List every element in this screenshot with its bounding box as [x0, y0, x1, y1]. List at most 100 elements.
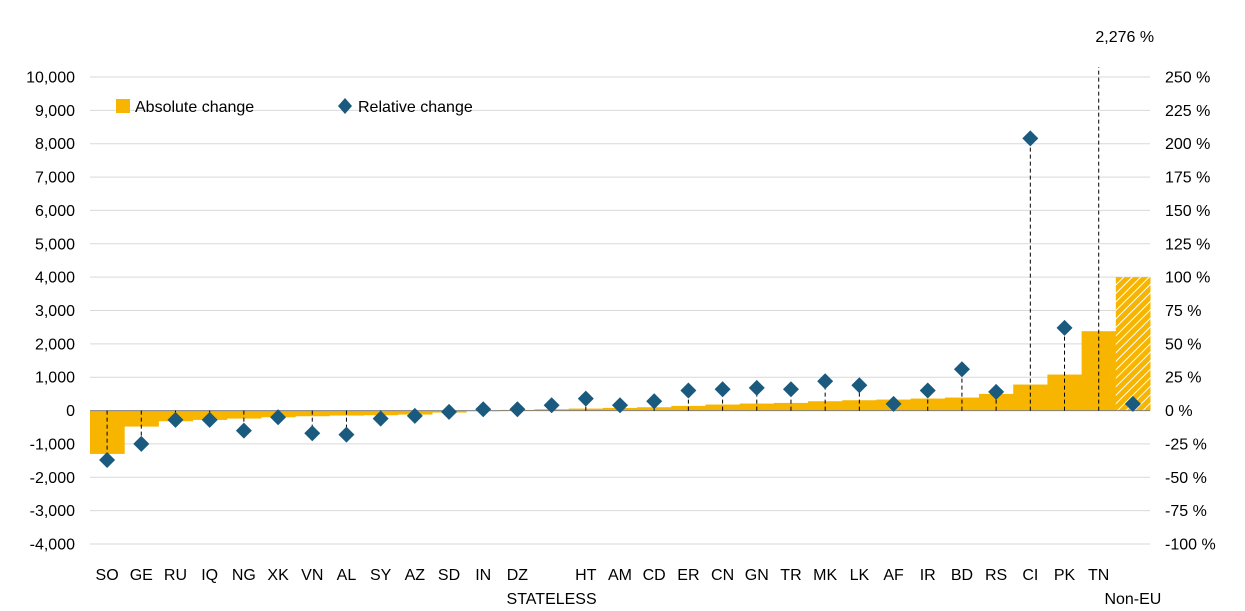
left-tick-label: 6,000	[35, 203, 75, 220]
left-tick-label: 7,000	[35, 170, 75, 187]
x-tick-label: SD	[438, 567, 460, 584]
marker-lk	[851, 377, 868, 394]
right-tick-label: 225 %	[1165, 103, 1210, 120]
bar-tn	[1081, 331, 1117, 411]
x-tick-label: RS	[985, 567, 1007, 584]
left-tick-label: 5,000	[35, 236, 75, 253]
x-tick-label: MK	[813, 567, 837, 584]
x-tick-label: VN	[301, 567, 323, 584]
left-tick-label: 8,000	[35, 136, 75, 153]
left-tick-label: -2,000	[30, 470, 75, 487]
marker-in	[475, 401, 492, 418]
x-tick-label: GE	[130, 567, 153, 584]
right-tick-label: 175 %	[1165, 170, 1210, 187]
left-tick-label: 1,000	[35, 370, 75, 387]
bar-series	[90, 277, 1151, 454]
annotation-label: 2,276 %	[1095, 29, 1154, 46]
x-tick-label: IQ	[201, 567, 218, 584]
x-tick-label: GN	[745, 567, 769, 584]
x-tick-label: SY	[370, 567, 392, 584]
right-tick-label: 100 %	[1165, 270, 1210, 287]
right-tick-label: 25 %	[1165, 370, 1201, 387]
x-tick-label: SO	[96, 567, 119, 584]
x-tick-label: IR	[920, 567, 936, 584]
x-tick-label: TR	[780, 567, 801, 584]
marker-dz	[509, 401, 526, 418]
marker-pk	[1056, 319, 1073, 336]
right-tick-label: -50 %	[1165, 470, 1207, 487]
marker-sy	[372, 410, 389, 427]
right-tick-label: -25 %	[1165, 436, 1207, 453]
left-tick-label: 3,000	[35, 303, 75, 320]
legend-marker-relative	[338, 98, 352, 114]
marker-ir	[919, 382, 936, 399]
marker-rs	[988, 383, 1005, 400]
left-axis-ticks: -4,000 -3,000 -2,000 -1,000 0 1,000 2,000 3,000…	[26, 70, 75, 554]
x-tick-label: AZ	[405, 567, 426, 584]
x-tick-label: LK	[850, 567, 870, 584]
marker-al	[338, 426, 355, 443]
bar-ir	[910, 398, 946, 411]
x-tick-label: AM	[608, 567, 632, 584]
x-tick-label: XK	[267, 567, 289, 584]
gridlines	[90, 76, 1150, 545]
legend: Absolute change Relative change	[116, 98, 473, 116]
left-tick-label: 9,000	[35, 103, 75, 120]
x-tick-label: IN	[475, 567, 491, 584]
x-tick-label: BD	[951, 567, 973, 584]
marker-so	[99, 451, 116, 468]
x-tick-label: RU	[164, 567, 187, 584]
marker-iq	[201, 411, 218, 428]
marker-ru	[167, 411, 184, 428]
marker-non-eu	[1124, 395, 1141, 412]
left-tick-label: 2,000	[35, 336, 75, 353]
legend-label-relative: Relative change	[358, 99, 473, 116]
x-tick-label: PK	[1054, 567, 1076, 584]
left-tick-label: 0	[66, 403, 75, 420]
right-axis-ticks: -100 % -75 % -50 % -25 % 0 % 25 % 50 % 75 % 100 …	[1165, 70, 1216, 554]
marker-stateless	[543, 397, 560, 414]
marker-ng	[235, 422, 252, 439]
x-tick-label: NG	[232, 567, 256, 584]
left-tick-label: -3,000	[30, 503, 75, 520]
x-tick-label: CI	[1022, 567, 1038, 584]
marker-cn	[714, 381, 731, 398]
right-tick-label: 125 %	[1165, 236, 1210, 253]
right-tick-label: 150 %	[1165, 203, 1210, 220]
marker-bd	[953, 361, 970, 378]
marker-xk	[270, 409, 287, 426]
left-tick-label: -1,000	[30, 436, 75, 453]
bar-bd	[944, 397, 980, 411]
bar-non-eu	[1115, 277, 1151, 411]
x-tick-label: DZ	[507, 567, 529, 584]
x-tick-label: STATELESS	[507, 591, 597, 608]
x-tick-label: AL	[337, 567, 357, 584]
left-tick-label: 10,000	[26, 70, 75, 87]
x-tick-label: CD	[643, 567, 666, 584]
x-tick-label: ER	[677, 567, 699, 584]
right-tick-label: 0 %	[1165, 403, 1193, 420]
bar-ng	[226, 410, 262, 419]
marker-vn	[304, 425, 321, 442]
marker-er	[680, 382, 697, 399]
marker-series	[99, 130, 1141, 468]
legend-label-absolute: Absolute change	[135, 99, 254, 116]
right-tick-label: -100 %	[1165, 537, 1216, 554]
x-tick-label: TN	[1088, 567, 1109, 584]
annotations: 2,276 %	[1095, 29, 1154, 46]
marker-ge	[133, 435, 150, 452]
right-tick-label: 50 %	[1165, 336, 1201, 353]
x-axis-labels: SO GE RU IQ NG XK VN AL SY AZ SD IN DZ STATELESS HT AM C…	[96, 567, 1162, 608]
right-tick-label: 200 %	[1165, 136, 1210, 153]
marker-gn	[748, 379, 765, 396]
marker-ci	[1022, 130, 1039, 147]
right-tick-label: 75 %	[1165, 303, 1201, 320]
marker-ht	[577, 390, 594, 407]
x-tick-label: AF	[883, 567, 904, 584]
marker-tr	[782, 381, 799, 398]
marker-mk	[817, 373, 834, 390]
marker-am	[612, 397, 628, 414]
x-tick-label: Non-EU	[1104, 591, 1161, 608]
bar-lk	[842, 400, 877, 411]
